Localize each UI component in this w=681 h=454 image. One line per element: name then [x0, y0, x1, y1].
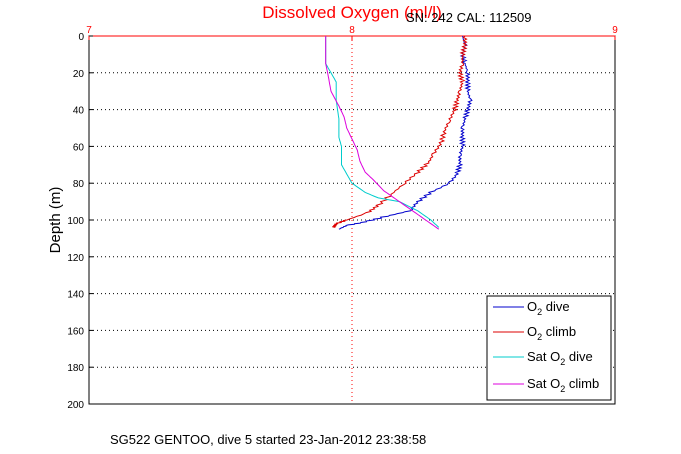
y-axis-label: Depth (m) [47, 187, 64, 254]
x-tick-label: 7 [86, 25, 92, 36]
chart-caption: SG522 GENTOO, dive 5 started 23-Jan-2012… [110, 432, 426, 447]
y-tick-label: 60 [73, 142, 85, 153]
y-tick-label: 0 [78, 32, 84, 43]
y-tick-label: 160 [67, 326, 84, 337]
y-tick-label: 100 [67, 216, 84, 227]
y-tick-label: 20 [73, 69, 85, 80]
y-tick-label: 40 [73, 106, 85, 117]
legend: O2 dive O2 climb Sat O2 dive Sat O2 climb [486, 295, 612, 401]
chart-subtitle: SN: 242 CAL: 112509 [406, 10, 532, 25]
legend-label: O2 dive [527, 299, 570, 317]
legend-box [486, 295, 612, 401]
chart-title: Dissolved Oxygen (ml/l) [262, 3, 442, 22]
x-tick-label: 8 [349, 25, 355, 36]
legend-label: O2 climb [527, 324, 576, 342]
series-line-4 [325, 36, 440, 230]
y-tick-label: 80 [73, 179, 85, 190]
y-tick-label: 180 [67, 363, 84, 374]
y-tick-label: 140 [67, 290, 84, 301]
grid [89, 36, 615, 404]
legend-label: Sat O2 dive [527, 349, 593, 367]
series-line-2 [332, 35, 468, 228]
y-tick-label: 200 [67, 400, 84, 411]
y-tick-label: 120 [67, 253, 84, 264]
series-line-3 [325, 36, 440, 228]
series [325, 35, 473, 230]
series-line-1 [338, 35, 473, 230]
legend-label: Sat O2 climb [527, 376, 599, 394]
axes: 0 20 40 60 80 100 120 140 160 180 200 7 8 9 [67, 25, 618, 411]
x-tick-label: 9 [612, 25, 618, 36]
